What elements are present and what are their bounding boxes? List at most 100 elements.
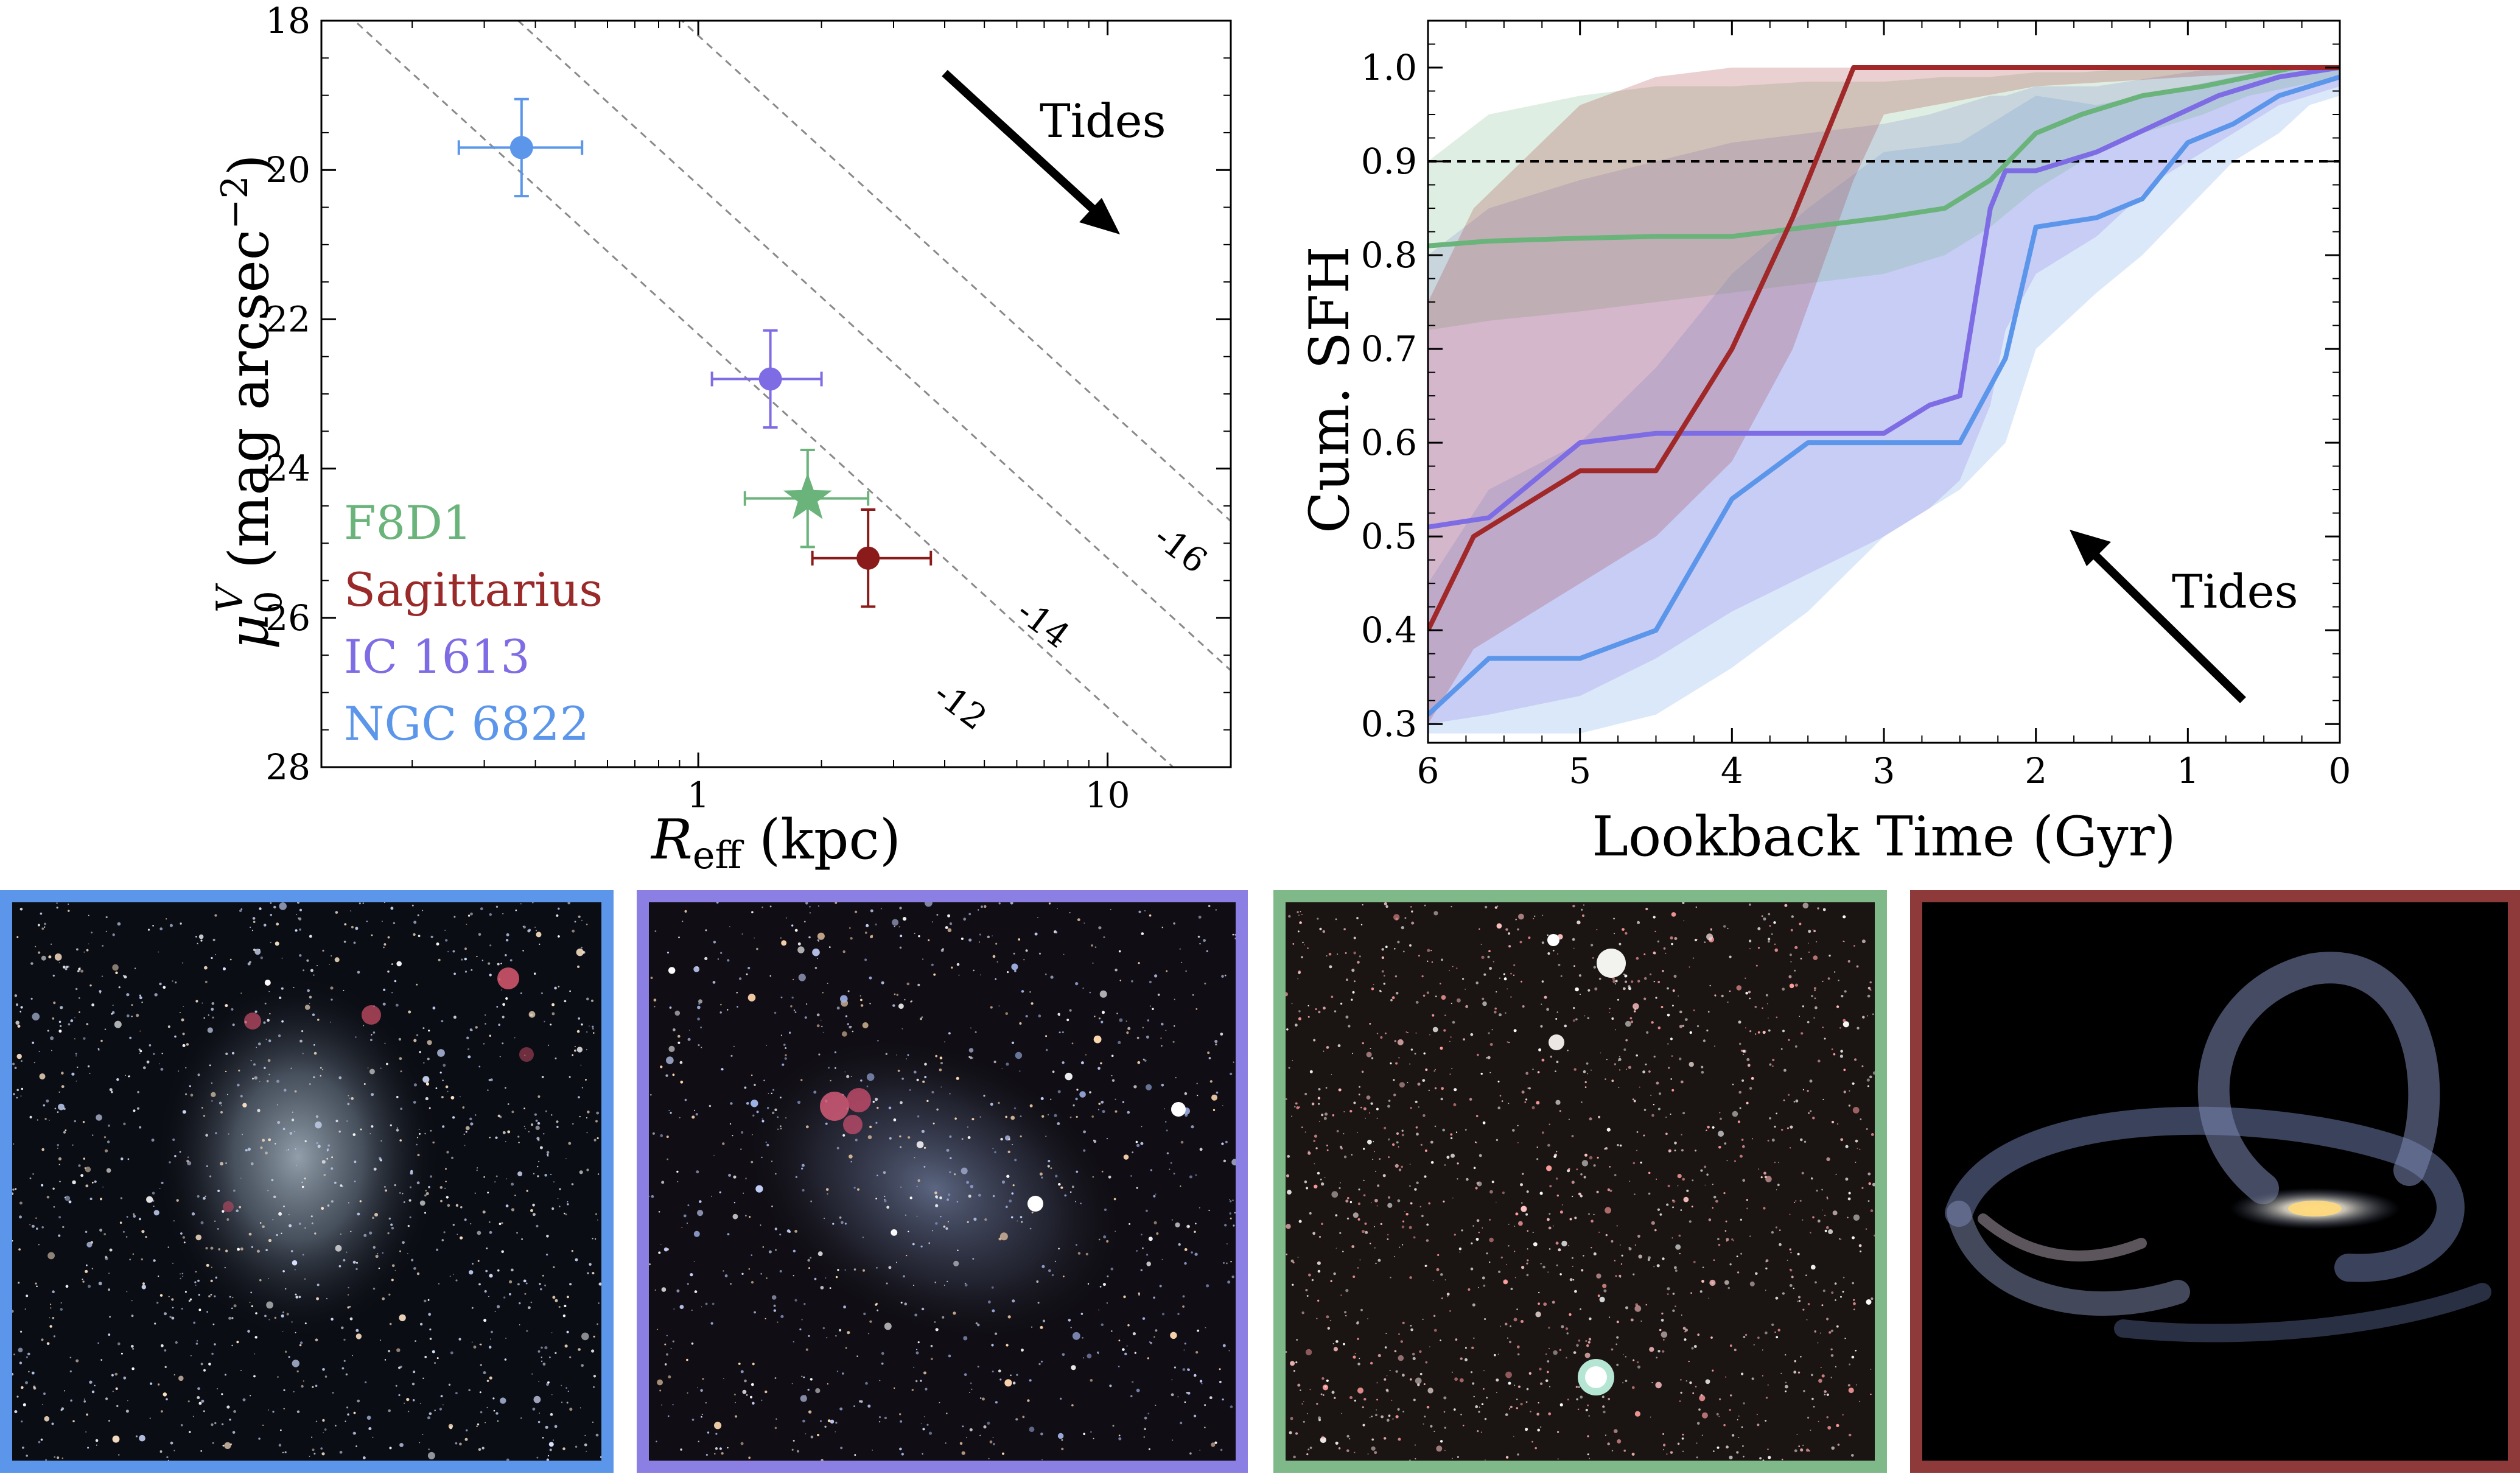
- star-speck: [52, 1187, 55, 1190]
- star-speck: [712, 981, 716, 984]
- star-speck: [1353, 1276, 1356, 1278]
- star-speck: [1749, 997, 1751, 1000]
- star-speck: [1141, 1126, 1143, 1128]
- star-speck: [1092, 1176, 1094, 1178]
- star-speck: [1384, 1437, 1387, 1440]
- star-speck: [1528, 1087, 1531, 1090]
- star-speck: [1097, 1067, 1101, 1070]
- star-speck: [267, 1059, 271, 1062]
- star-speck: [1567, 1399, 1569, 1401]
- star-speck: [1843, 1021, 1849, 1028]
- star-speck: [239, 1206, 242, 1209]
- star-speck: [453, 972, 456, 975]
- star-speck: [1680, 1209, 1682, 1211]
- star-speck: [1840, 1238, 1842, 1240]
- star-speck: [469, 1028, 472, 1031]
- star-speck: [971, 1118, 975, 1121]
- star-speck: [1146, 1035, 1149, 1039]
- star-speck: [544, 1346, 548, 1350]
- star-speck: [1153, 1296, 1155, 1299]
- star-speck: [586, 1031, 588, 1033]
- star-speck: [1855, 1139, 1858, 1143]
- star-speck: [429, 1328, 432, 1331]
- star-speck: [1082, 1336, 1083, 1339]
- star-speck: [1425, 1069, 1428, 1071]
- star-speck: [1332, 1342, 1334, 1345]
- star-speck: [754, 1084, 756, 1086]
- star-speck: [1515, 918, 1517, 921]
- star-speck: [425, 1190, 427, 1191]
- star-speck: [424, 1212, 426, 1214]
- star-speck: [1518, 913, 1524, 920]
- star-speck: [1080, 1313, 1083, 1315]
- star-speck: [1144, 1059, 1147, 1062]
- star-speck: [555, 1057, 557, 1059]
- star-speck: [1157, 994, 1160, 996]
- star-speck: [1605, 1234, 1608, 1237]
- star-speck: [224, 1442, 231, 1449]
- star-speck: [1359, 1259, 1361, 1261]
- star-speck: [1651, 1021, 1654, 1024]
- star-speck: [1674, 1142, 1677, 1145]
- star-speck: [586, 997, 589, 1001]
- star-speck: [1482, 1276, 1485, 1280]
- star-speck: [1874, 1234, 1875, 1237]
- star-speck: [217, 1190, 220, 1192]
- star-speck: [1748, 904, 1751, 906]
- star-speck: [996, 961, 998, 963]
- star-speck: [284, 1089, 287, 1092]
- star-speck: [85, 1230, 88, 1234]
- star-speck: [963, 1336, 968, 1341]
- star-speck: [821, 1459, 824, 1461]
- star-speck: [1405, 1213, 1409, 1216]
- left-y-tick-label: 28: [265, 746, 310, 788]
- star-speck: [817, 932, 825, 940]
- star-speck: [729, 1123, 732, 1125]
- star-speck: [373, 1167, 377, 1171]
- star-speck: [105, 930, 108, 933]
- star-speck: [338, 1130, 341, 1133]
- star-speck: [1718, 1146, 1721, 1149]
- star-speck: [103, 1136, 107, 1139]
- star-speck: [164, 1349, 167, 1352]
- star-speck: [1062, 1061, 1065, 1064]
- star-speck: [395, 1003, 399, 1007]
- star-speck: [1392, 1418, 1394, 1420]
- star-speck: [1528, 1372, 1531, 1375]
- star-speck: [1564, 1024, 1567, 1028]
- star-speck: [497, 1114, 500, 1117]
- star-speck: [164, 1366, 167, 1368]
- star-speck: [121, 1157, 124, 1160]
- star-speck: [1626, 1069, 1627, 1070]
- star-speck: [1424, 1265, 1427, 1267]
- star-speck: [1726, 1238, 1729, 1241]
- star-speck: [418, 1129, 420, 1130]
- star-speck: [1343, 1111, 1345, 1112]
- star-speck: [258, 1437, 261, 1440]
- star-speck: [491, 1330, 493, 1333]
- star-speck: [809, 912, 811, 914]
- star-speck: [1422, 1318, 1424, 1320]
- star-speck: [1307, 1151, 1311, 1155]
- star-speck: [187, 1156, 189, 1158]
- star-speck: [313, 974, 315, 976]
- star-speck: [1630, 1318, 1634, 1322]
- star-speck: [538, 1381, 540, 1383]
- star-speck: [1657, 1208, 1660, 1211]
- star-speck: [127, 1400, 128, 1402]
- star-speck: [310, 969, 313, 972]
- star-speck: [923, 1416, 925, 1417]
- star-speck: [1611, 1017, 1614, 1020]
- star-speck: [805, 1125, 809, 1129]
- star-speck: [1134, 1352, 1136, 1354]
- star-speck: [388, 1293, 391, 1296]
- star-speck: [878, 1421, 881, 1423]
- star-speck: [506, 933, 509, 936]
- star-speck: [399, 1250, 401, 1252]
- star-speck: [1007, 1315, 1011, 1319]
- star-speck: [564, 1305, 567, 1307]
- star-speck: [814, 1277, 817, 1280]
- star-speck: [1385, 1388, 1389, 1392]
- star-speck: [1710, 928, 1712, 931]
- star-speck: [951, 966, 953, 969]
